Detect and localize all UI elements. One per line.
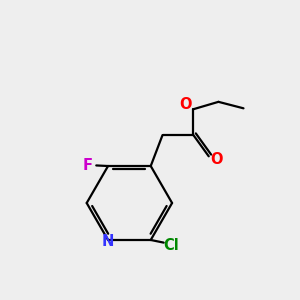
Text: N: N <box>101 234 114 249</box>
Text: F: F <box>82 158 92 173</box>
Text: O: O <box>211 152 223 167</box>
Text: Cl: Cl <box>164 238 179 253</box>
Text: O: O <box>179 97 191 112</box>
